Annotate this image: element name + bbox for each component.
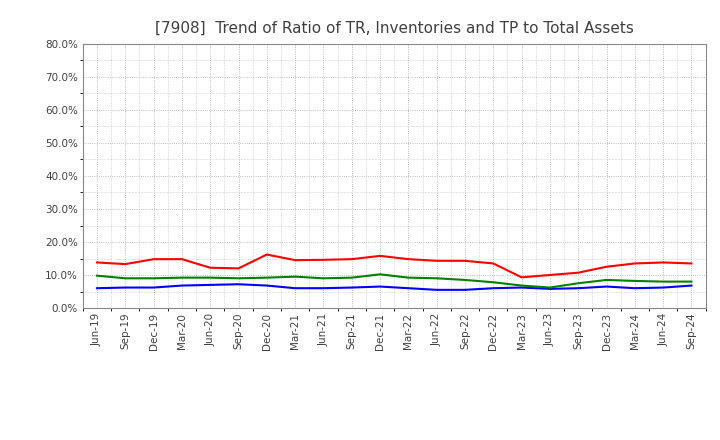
Trade Receivables bbox=[432, 258, 441, 264]
Trade Receivables bbox=[206, 265, 215, 270]
Trade Payables bbox=[206, 275, 215, 280]
Inventories bbox=[348, 285, 356, 290]
Inventories bbox=[602, 284, 611, 289]
Inventories bbox=[291, 286, 300, 291]
Line: Trade Receivables: Trade Receivables bbox=[97, 254, 691, 277]
Trade Receivables bbox=[149, 257, 158, 262]
Trade Receivables bbox=[489, 261, 498, 266]
Trade Receivables bbox=[461, 258, 469, 264]
Trade Receivables bbox=[348, 257, 356, 262]
Trade Payables bbox=[687, 279, 696, 284]
Trade Payables bbox=[291, 274, 300, 279]
Trade Payables bbox=[263, 275, 271, 280]
Trade Payables bbox=[319, 275, 328, 281]
Trade Payables bbox=[631, 279, 639, 284]
Trade Payables bbox=[432, 275, 441, 281]
Trade Receivables bbox=[263, 252, 271, 257]
Inventories bbox=[263, 283, 271, 288]
Trade Payables bbox=[93, 273, 102, 279]
Title: [7908]  Trend of Ratio of TR, Inventories and TP to Total Assets: [7908] Trend of Ratio of TR, Inventories… bbox=[155, 21, 634, 36]
Trade Receivables bbox=[93, 260, 102, 265]
Inventories bbox=[461, 287, 469, 293]
Trade Receivables bbox=[602, 264, 611, 269]
Trade Payables bbox=[517, 283, 526, 288]
Trade Payables bbox=[602, 277, 611, 282]
Trade Payables bbox=[121, 275, 130, 281]
Trade Receivables bbox=[517, 275, 526, 280]
Trade Payables bbox=[178, 275, 186, 280]
Trade Payables bbox=[546, 285, 554, 290]
Trade Payables bbox=[376, 271, 384, 277]
Trade Payables bbox=[404, 275, 413, 280]
Trade Receivables bbox=[234, 266, 243, 271]
Trade Receivables bbox=[659, 260, 667, 265]
Trade Receivables bbox=[178, 257, 186, 262]
Inventories bbox=[659, 285, 667, 290]
Inventories bbox=[319, 286, 328, 291]
Trade Payables bbox=[234, 275, 243, 281]
Trade Receivables bbox=[319, 257, 328, 262]
Trade Receivables bbox=[291, 257, 300, 263]
Inventories bbox=[546, 286, 554, 291]
Trade Payables bbox=[149, 275, 158, 281]
Inventories bbox=[404, 286, 413, 291]
Trade Payables bbox=[574, 281, 582, 286]
Inventories bbox=[432, 287, 441, 293]
Inventories bbox=[149, 285, 158, 290]
Inventories bbox=[93, 286, 102, 291]
Inventories bbox=[517, 285, 526, 290]
Inventories bbox=[631, 286, 639, 291]
Trade Payables bbox=[348, 275, 356, 280]
Trade Receivables bbox=[546, 272, 554, 278]
Inventories bbox=[574, 286, 582, 291]
Inventories bbox=[121, 285, 130, 290]
Trade Receivables bbox=[687, 261, 696, 266]
Trade Payables bbox=[489, 280, 498, 285]
Trade Receivables bbox=[574, 270, 582, 275]
Inventories bbox=[234, 282, 243, 287]
Line: Trade Payables: Trade Payables bbox=[97, 275, 691, 288]
Trade Receivables bbox=[121, 261, 130, 267]
Inventories bbox=[376, 284, 384, 289]
Trade Payables bbox=[461, 277, 469, 282]
Trade Receivables bbox=[631, 261, 639, 266]
Inventories bbox=[206, 282, 215, 288]
Line: Inventories: Inventories bbox=[97, 284, 691, 290]
Inventories bbox=[489, 286, 498, 291]
Inventories bbox=[687, 283, 696, 288]
Trade Payables bbox=[659, 279, 667, 284]
Trade Receivables bbox=[404, 257, 413, 262]
Inventories bbox=[178, 283, 186, 288]
Trade Receivables bbox=[376, 253, 384, 258]
